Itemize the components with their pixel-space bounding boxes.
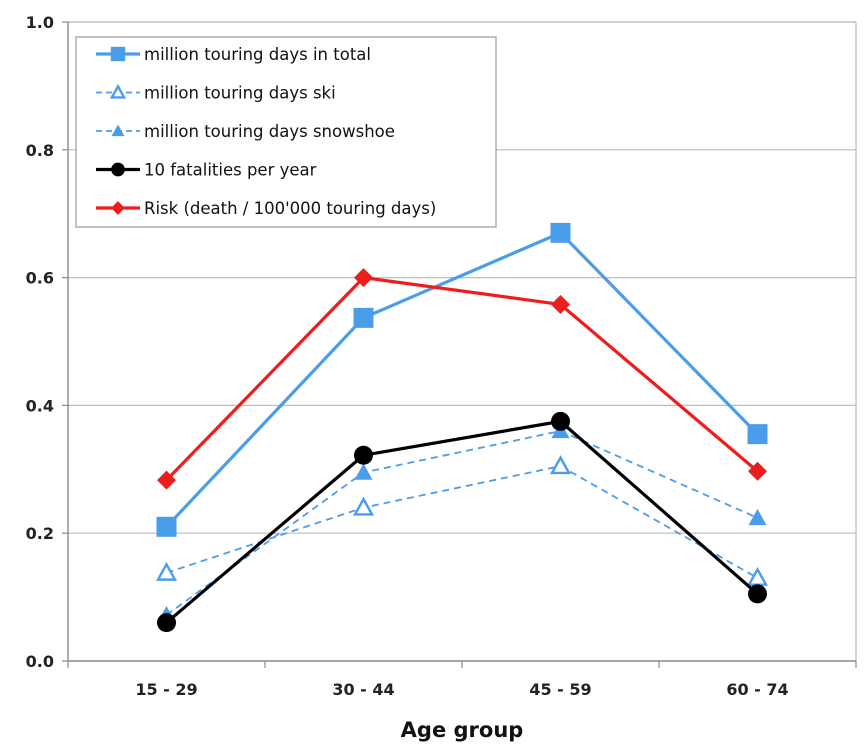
x-tick-labels: 15 - 29 30 - 44 45 - 59 60 - 74: [135, 680, 788, 699]
series-line: [165, 231, 759, 528]
y-tick-label: 0.0: [26, 652, 54, 671]
data-point: [354, 445, 373, 465]
legend-label: 10 fatalities per year: [144, 161, 317, 180]
x-tick-label: 60 - 74: [726, 680, 788, 699]
data-point: [748, 584, 767, 604]
data-point: [157, 613, 176, 633]
legend-label: million touring days in total: [144, 45, 371, 64]
legend-item: Risk (death / 100'000 touring days): [96, 199, 436, 218]
series-2: [155, 455, 769, 586]
legend-item: million touring days snowshoe: [96, 122, 395, 141]
data-point: [746, 566, 769, 586]
legend-label: Risk (death / 100'000 touring days): [144, 199, 436, 218]
data-point: [352, 496, 375, 516]
data-point: [157, 470, 176, 490]
y-tick-label: 0.8: [26, 141, 54, 160]
data-point: [747, 424, 768, 445]
x-tick-label: 15 - 29: [135, 680, 197, 699]
data-point: [354, 268, 373, 288]
data-point: [156, 516, 177, 537]
data-point: [551, 411, 570, 431]
legend-marker: [111, 162, 125, 177]
series-line: [165, 276, 759, 482]
legend-item: million touring days in total: [96, 45, 371, 64]
x-tick-label: 30 - 44: [332, 680, 394, 699]
legend-label: million touring days ski: [144, 84, 336, 103]
x-axis-title: Age group: [401, 718, 524, 742]
data-point: [748, 508, 767, 526]
data-point: [354, 463, 373, 480]
legend-marker: [110, 46, 126, 62]
series-line: [165, 419, 759, 624]
legend: million touring days in total million tou…: [75, 36, 497, 228]
y-tick-labels: 0.0 0.2 0.4 0.6 0.8 1.0: [26, 13, 54, 671]
data-point: [550, 222, 571, 243]
axes: [62, 21, 857, 668]
data-point: [748, 461, 767, 481]
legend-item: 10 fatalities per year: [96, 161, 317, 180]
series-line: [166, 465, 758, 579]
legend-item: million touring days ski: [96, 84, 336, 103]
series-5: [157, 268, 767, 490]
y-tick-label: 0.4: [26, 396, 54, 415]
legend-marker: [109, 83, 127, 99]
series-1: [156, 222, 768, 537]
series-line: [165, 430, 758, 616]
legend-box: [75, 36, 497, 228]
legend-label: million touring days snowshoe: [144, 122, 395, 141]
legend-marker: [111, 201, 125, 215]
data-point: [353, 307, 374, 328]
legend-marker: [111, 124, 125, 137]
series-4: [157, 411, 767, 633]
y-tick-label: 1.0: [26, 13, 54, 32]
data-point: [155, 561, 178, 581]
data-point: [549, 455, 572, 475]
series: [155, 222, 769, 633]
y-tick-label: 0.6: [26, 269, 54, 288]
x-tick-label: 45 - 59: [529, 680, 591, 699]
y-tick-label: 0.2: [26, 524, 54, 543]
data-point: [551, 294, 570, 314]
